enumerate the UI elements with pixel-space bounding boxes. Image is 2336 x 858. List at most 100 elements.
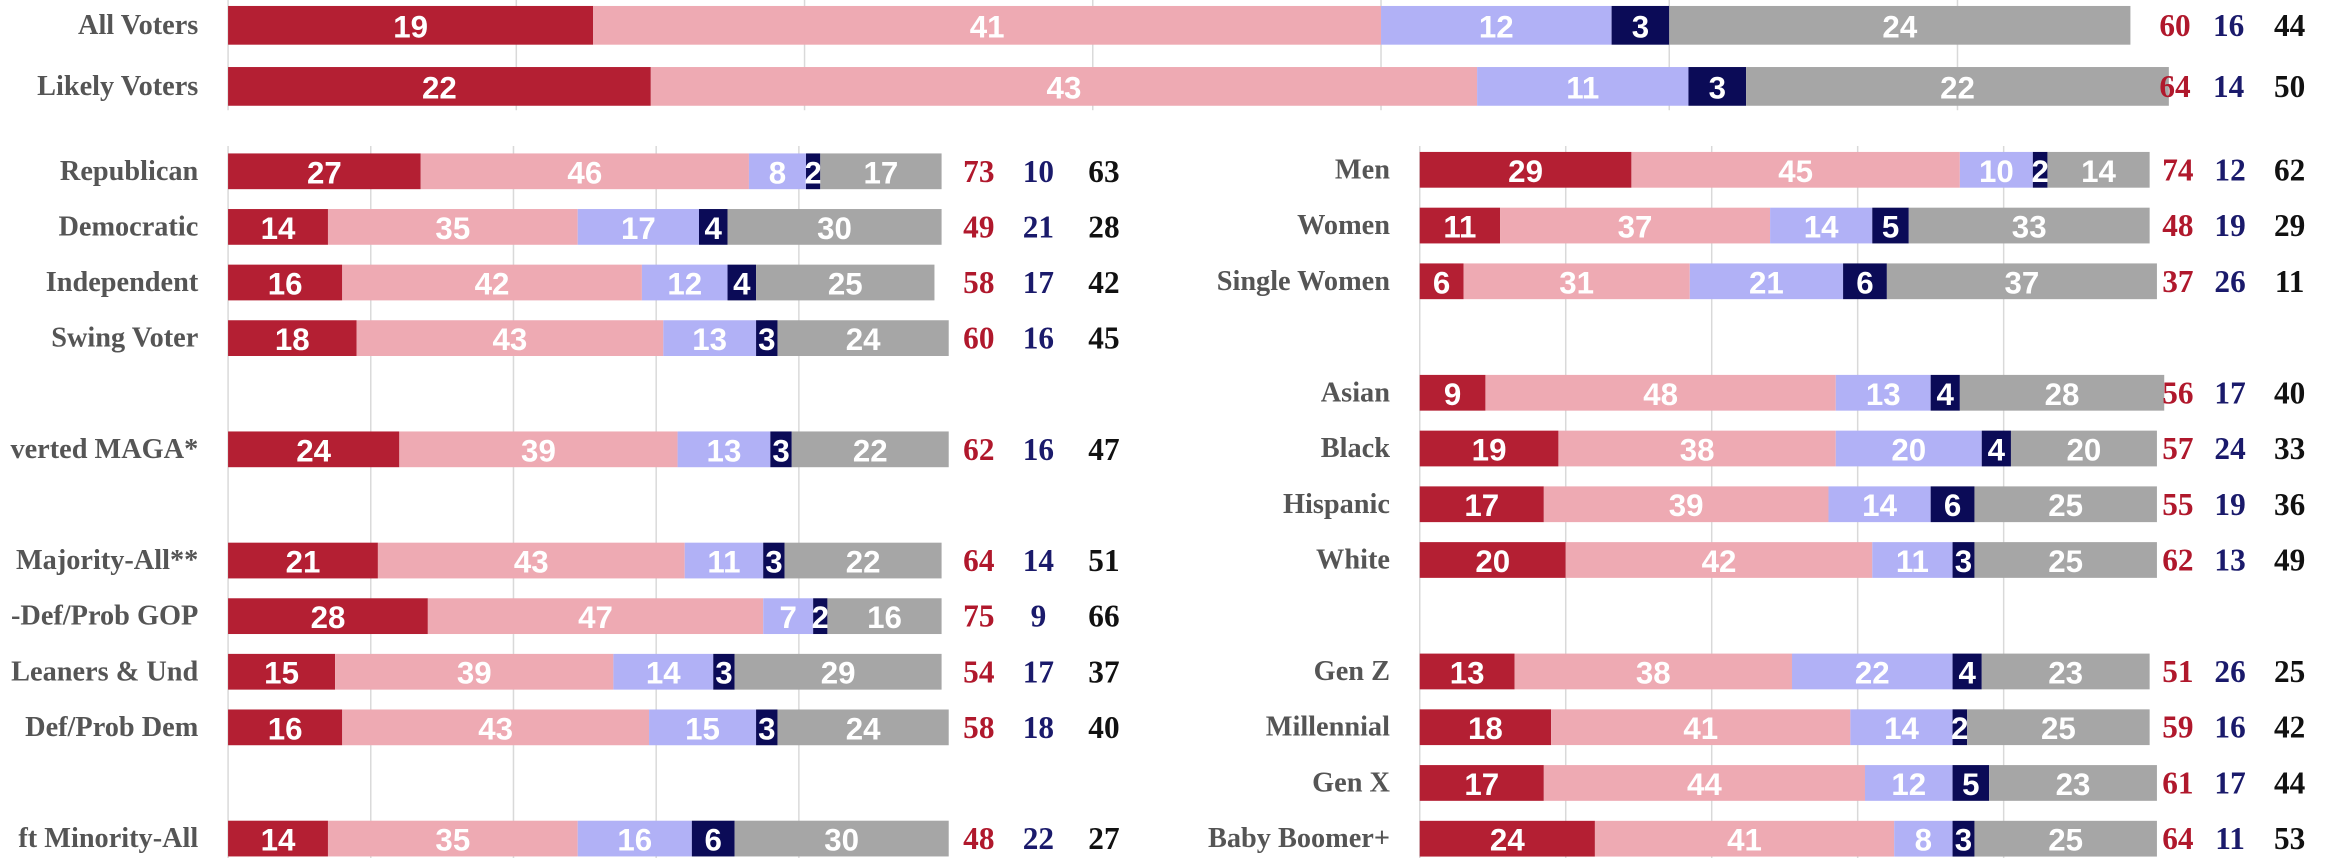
bar-segment <box>1746 67 2169 106</box>
bar-segment <box>1565 542 1873 578</box>
segment-label: 20 <box>2067 433 2102 468</box>
bar-segment <box>1419 151 1632 188</box>
summary-value: 40 <box>1088 710 1119 745</box>
bar-segment <box>228 264 343 301</box>
summary-value: 27 <box>1088 821 1119 856</box>
bar-segment <box>342 709 650 746</box>
summary-value: 49 <box>963 209 994 244</box>
summary-value: 44 <box>2274 765 2306 800</box>
summary-value: 17 <box>1023 654 1054 689</box>
bar-segment <box>1514 653 1792 690</box>
bar-segment <box>1835 430 1982 467</box>
summary-value: 58 <box>963 265 994 300</box>
summary-value: 63 <box>1088 154 1119 189</box>
bar-segment <box>684 542 764 579</box>
summary-value: 60 <box>963 321 994 356</box>
bar-segment <box>1872 542 1953 578</box>
category-label: Hispanic <box>1283 489 1390 520</box>
summary-value: 17 <box>2214 765 2245 800</box>
category-label: Women <box>1297 210 1390 241</box>
category-label: White <box>1316 544 1390 575</box>
segment-label: 13 <box>1866 377 1901 412</box>
category-label: All Voters <box>78 10 198 41</box>
summary-value: 29 <box>2274 208 2305 243</box>
summary-value: 13 <box>2214 542 2245 577</box>
summary-value: 56 <box>2162 375 2193 410</box>
segment-label: 2 <box>2031 154 2048 189</box>
summary-value: 24 <box>2214 431 2246 466</box>
bar-segment <box>806 153 821 190</box>
segment-label: 21 <box>1749 265 1784 300</box>
category-label: Gen X <box>1312 767 1390 798</box>
bar-segment <box>1952 542 1975 578</box>
bar-segment <box>756 264 935 301</box>
segment-label: 29 <box>1508 154 1543 189</box>
summary-value: 45 <box>1088 321 1119 356</box>
bar-segment <box>593 5 1382 45</box>
bar-segment <box>748 153 807 190</box>
bar-segment <box>1791 653 1953 690</box>
bar-segment <box>1419 765 1544 801</box>
segment-label: 46 <box>567 155 602 190</box>
segment-label: 39 <box>1669 488 1704 523</box>
bar-segment <box>228 320 357 356</box>
category-label: Millennial <box>1266 712 1390 743</box>
segment-label: 35 <box>435 211 470 246</box>
segment-label: 3 <box>1632 9 1649 44</box>
segment-label: 2 <box>1951 711 1968 746</box>
bar-segment <box>650 67 1478 106</box>
segment-label: 18 <box>1468 711 1503 746</box>
segment-label: 13 <box>707 433 742 468</box>
segment-label: 23 <box>2056 767 2091 802</box>
segment-label: 48 <box>1643 377 1678 412</box>
summary-value: 62 <box>2274 152 2305 187</box>
segment-label: 11 <box>1896 544 1929 579</box>
segment-label: 24 <box>846 711 881 746</box>
bar-segment <box>1477 67 1689 106</box>
segment-label: 16 <box>268 267 303 302</box>
segment-label: 25 <box>828 267 863 302</box>
bar-segment <box>420 153 749 190</box>
summary-value: 47 <box>1088 432 1119 467</box>
bar-segment <box>756 320 778 356</box>
segment-label: 20 <box>1891 433 1926 468</box>
summary-value: 26 <box>2214 654 2245 689</box>
segment-label: 39 <box>521 433 556 468</box>
segment-label: 47 <box>578 600 613 635</box>
segment-label: 15 <box>685 711 720 746</box>
segment-label: 3 <box>772 433 789 468</box>
segment-label: 28 <box>2045 377 2080 412</box>
bar-segment <box>427 598 764 635</box>
summary-value: 75 <box>963 599 994 634</box>
segment-label: 23 <box>2048 655 2083 690</box>
bar-segment <box>335 653 614 690</box>
summary-value: 42 <box>2274 710 2305 745</box>
bar-segment <box>1981 653 2150 690</box>
bar-segment <box>763 542 785 579</box>
summary-value: 57 <box>2162 431 2193 466</box>
segment-label: 43 <box>478 711 513 746</box>
summary-value: 37 <box>2162 264 2193 299</box>
summary-value: 51 <box>1088 543 1119 578</box>
bar-segment <box>1930 374 1960 411</box>
bar-segment <box>228 820 328 857</box>
segment-label: 37 <box>1618 210 1653 245</box>
summary-value: 54 <box>963 654 995 689</box>
bar-segment <box>1828 486 1931 523</box>
segment-label: 42 <box>475 267 510 302</box>
bar-segment <box>820 153 942 190</box>
bar-segment <box>734 820 949 857</box>
summary-value: 18 <box>1023 710 1054 745</box>
bar-segment <box>791 431 949 468</box>
segment-label: 7 <box>779 600 796 635</box>
summary-value: 66 <box>1088 599 1119 634</box>
category-label: Single Women <box>1217 266 1390 297</box>
segment-label: 41 <box>970 9 1005 44</box>
segment-label: 38 <box>1680 433 1715 468</box>
bar-segment <box>1974 542 2157 578</box>
bar-segment <box>1981 430 2011 467</box>
segment-label: 15 <box>264 656 299 691</box>
summary-value: 19 <box>2214 487 2245 522</box>
bar-segment <box>1669 5 2131 45</box>
bar-segment <box>777 320 949 356</box>
